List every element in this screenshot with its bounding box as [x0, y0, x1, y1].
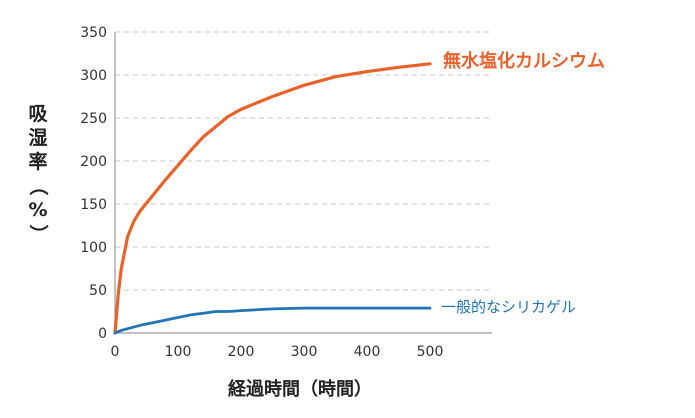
- x-tick-label: 500: [417, 344, 444, 360]
- series-lines: [113, 62, 432, 335]
- y-tick-label: 350: [80, 25, 107, 41]
- y-axis-label-char: ）: [27, 224, 49, 244]
- y-tick-label: 50: [89, 283, 107, 299]
- y-axis-label-char: 湿: [28, 127, 48, 149]
- x-tick-labels: 0 100 200 300 400 500: [111, 344, 444, 360]
- x-tick-label: 0: [111, 344, 120, 360]
- x-tick-label: 100: [165, 344, 192, 360]
- y-tick-label: 250: [80, 111, 107, 127]
- x-axis-label: 経過時間（時間）: [228, 379, 372, 400]
- series-label: 一般的なシリカゲル: [441, 298, 576, 316]
- y-axis-label-char: 吸: [28, 103, 48, 125]
- y-axis-label-char: （: [27, 176, 49, 196]
- grid-lines: [115, 31, 492, 291]
- series-line: [113, 306, 432, 335]
- y-axis-label-char: 率: [28, 151, 48, 173]
- y-tick-labels: 0 50 100 150 200 250 300 350: [80, 25, 107, 342]
- y-axis-label: 吸 湿 率 （ % ）: [24, 102, 52, 246]
- x-tick-label: 300: [291, 344, 318, 360]
- y-tick-label: 150: [80, 197, 107, 213]
- y-tick-label: 300: [80, 68, 107, 84]
- x-tick-label: 200: [228, 344, 255, 360]
- y-tick-label: 100: [80, 240, 107, 256]
- series-label: 無水塩化カルシウム: [443, 50, 605, 72]
- y-tick-label: 200: [80, 154, 107, 170]
- y-tick-label: 0: [98, 326, 107, 342]
- series-line: [113, 62, 432, 335]
- y-axis-label-char: %: [28, 199, 48, 221]
- axes: [114, 32, 492, 334]
- x-tick-label: 400: [354, 344, 381, 360]
